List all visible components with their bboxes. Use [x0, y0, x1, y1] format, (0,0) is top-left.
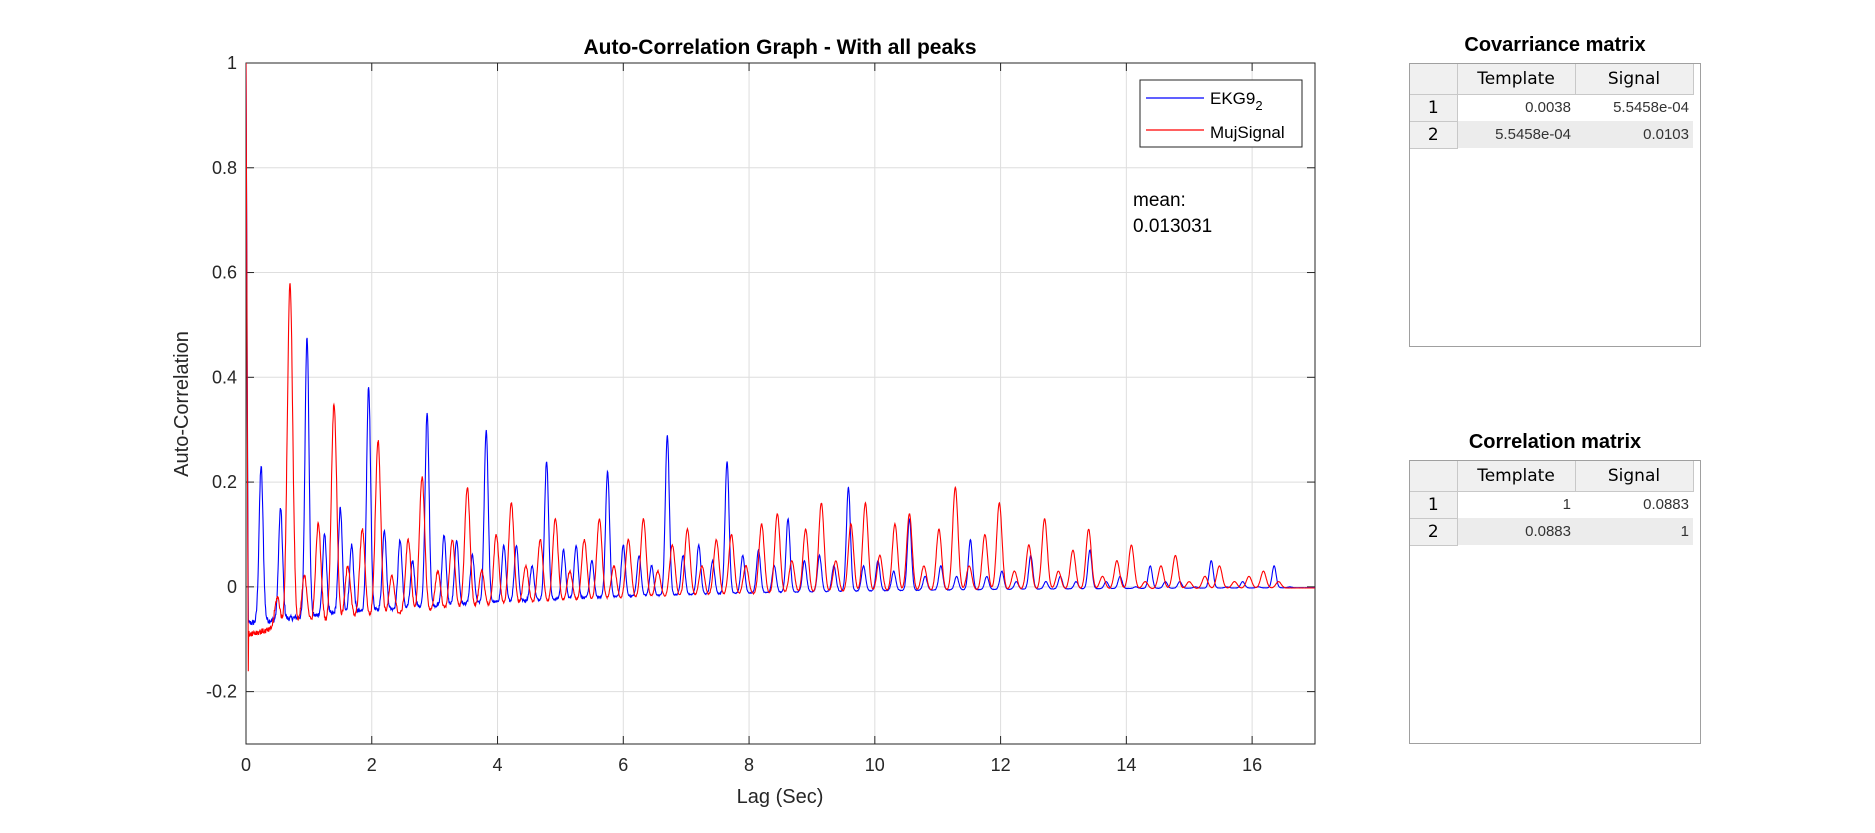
covariance-header-row: Template Signal [1410, 64, 1694, 95]
x-tick-label: 4 [493, 755, 503, 775]
correlation-col-header-template[interactable]: Template [1457, 461, 1576, 492]
covariance-col-header-signal[interactable]: Signal [1575, 64, 1694, 95]
correlation-matrix-table[interactable]: Template Signal 1 1 0.0883 2 0.0883 1 [1409, 460, 1701, 744]
x-tick-label: 8 [744, 755, 754, 775]
covariance-row-header-2[interactable]: 2 [1410, 121, 1458, 149]
y-tick-label: 0 [227, 577, 237, 597]
correlation-col-header-signal[interactable]: Signal [1575, 461, 1694, 492]
legend-box [1139, 79, 1303, 148]
covariance-matrix-title: Covarriance matrix [1464, 34, 1646, 56]
legend-entry-ekg: EKG92 [1210, 89, 1263, 113]
correlation-row-header-2[interactable]: 2 [1410, 518, 1458, 546]
covariance-cell-1-1[interactable]: 0.0038 [1457, 94, 1575, 121]
correlation-row-header-1[interactable]: 1 [1410, 491, 1458, 519]
covariance-table: Template Signal 1 0.0038 5.5458e-04 2 5.… [1410, 64, 1694, 149]
x-tick-label: 0 [241, 755, 251, 775]
y-tick-label: 0.4 [212, 367, 237, 387]
series-line-mujsignal [246, 63, 1315, 672]
legend: EKG92 MujSignal [1139, 79, 1303, 148]
legend-label-ekg: EKG9 [1210, 89, 1255, 108]
table-row: 1 0.0038 5.5458e-04 [1410, 94, 1693, 122]
correlation-table: Template Signal 1 1 0.0883 2 0.0883 1 [1410, 461, 1694, 546]
grid-lines [245, 62, 1315, 744]
correlation-cell-2-2[interactable]: 1 [1575, 518, 1693, 545]
covariance-corner-cell [1410, 64, 1458, 95]
covariance-cell-1-2[interactable]: 5.5458e-04 [1575, 94, 1693, 121]
y-tick-label: 0.8 [212, 158, 237, 178]
x-axis-label: Lag (Sec) [737, 786, 824, 808]
correlation-matrix-title: Correlation matrix [1468, 431, 1642, 453]
axis-ticks: 0 2 4 6 8 10 12 14 16 -0.2 0 0.2 0.4 0.6 0.8 1 [206, 53, 1315, 775]
table-row: 2 5.5458e-04 0.0103 [1410, 121, 1693, 149]
covariance-cell-2-1[interactable]: 5.5458e-04 [1457, 121, 1575, 148]
correlation-header-row: Template Signal [1410, 461, 1694, 492]
y-axis-label: Auto-Correlation [171, 331, 193, 477]
y-tick-label: 0.6 [212, 263, 237, 283]
covariance-cell-2-2[interactable]: 0.0103 [1575, 121, 1693, 148]
correlation-cell-1-1[interactable]: 1 [1457, 491, 1575, 518]
y-tick-label: -0.2 [206, 682, 237, 702]
y-tick-label: 1 [227, 53, 237, 73]
plot-area [245, 62, 1316, 745]
covariance-matrix-table[interactable]: Template Signal 1 0.0038 5.5458e-04 2 5.… [1409, 63, 1701, 347]
mean-annotation-value: 0.013031 [1133, 216, 1212, 237]
table-row: 2 0.0883 1 [1410, 518, 1693, 546]
covariance-row-header-1[interactable]: 1 [1410, 94, 1458, 122]
correlation-cell-1-2[interactable]: 0.0883 [1575, 491, 1693, 518]
table-row: 1 1 0.0883 [1410, 491, 1693, 519]
x-tick-label: 14 [1116, 755, 1136, 775]
legend-label-ekg-subscript: 2 [1255, 98, 1262, 113]
chart-title: Auto-Correlation Graph - With all peaks [583, 36, 976, 59]
correlation-corner-cell [1410, 461, 1458, 492]
x-tick-label: 12 [991, 755, 1011, 775]
x-tick-label: 16 [1242, 755, 1262, 775]
covariance-col-header-template[interactable]: Template [1457, 64, 1576, 95]
series-line-ekg [246, 63, 1315, 626]
legend-label-mujsignal: MujSignal [1210, 123, 1285, 142]
series-lines [246, 63, 1315, 672]
mean-annotation-label: mean: [1133, 190, 1186, 211]
x-tick-label: 2 [367, 755, 377, 775]
correlation-cell-2-1[interactable]: 0.0883 [1457, 518, 1575, 545]
x-tick-label: 6 [618, 755, 628, 775]
x-tick-label: 10 [865, 755, 885, 775]
y-tick-label: 0.2 [212, 472, 237, 492]
